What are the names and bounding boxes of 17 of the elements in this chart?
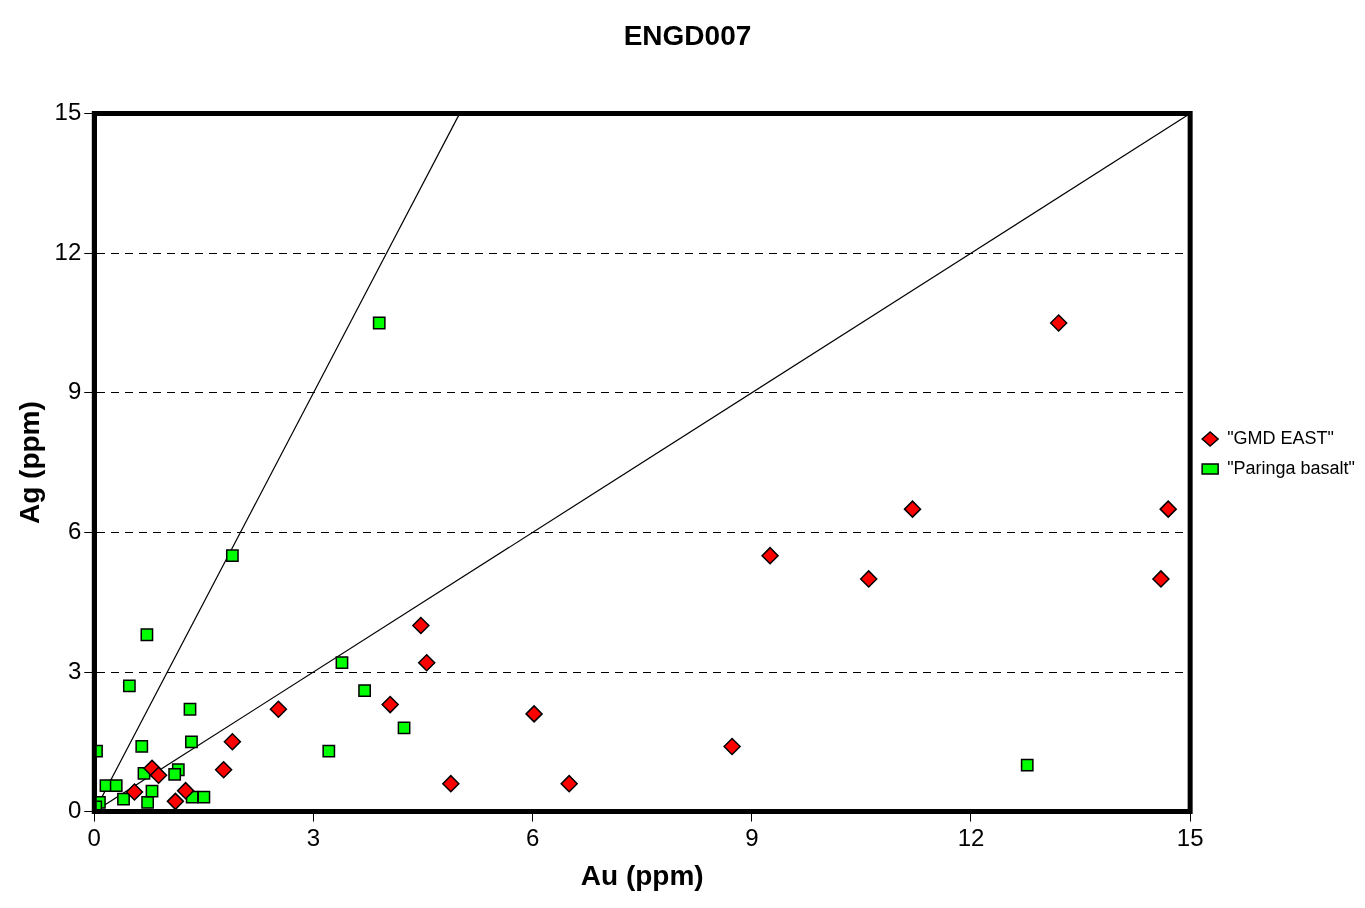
y-axis-title: Ag (ppm) — [13, 401, 45, 525]
legend-label: "GMD EAST" — [1227, 427, 1334, 448]
x-tick-label: 0 — [87, 823, 101, 851]
y-tick-label: 9 — [67, 377, 82, 405]
chart-title: ENGD007 — [623, 19, 752, 51]
y-tick-label: 12 — [54, 237, 82, 265]
x-tick-label: 6 — [525, 823, 540, 851]
legend-label: "Paringa basalt" — [1227, 457, 1355, 478]
x-tick-label: 12 — [957, 823, 985, 851]
y-tick-label: 0 — [67, 796, 82, 824]
x-axis-title: Au (ppm) — [580, 859, 704, 891]
x-tick-label: 9 — [745, 823, 759, 851]
y-tick-label: 3 — [67, 656, 82, 684]
x-tick-label: 15 — [1176, 823, 1204, 851]
x-tick-label: 3 — [306, 823, 321, 851]
y-tick-label: 6 — [67, 517, 82, 545]
y-tick-label: 15 — [54, 98, 82, 126]
